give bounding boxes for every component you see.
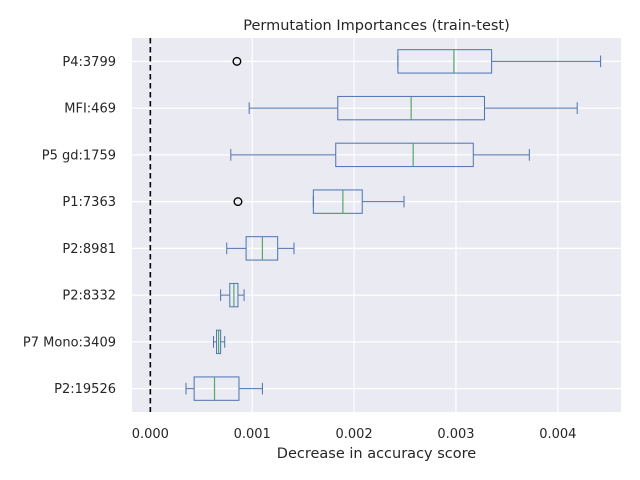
y-tick-label-0: P4:3799 [62, 55, 116, 70]
box [335, 142, 474, 168]
boxplots [185, 49, 602, 401]
x-tick-label-3: 0.003 [437, 427, 474, 442]
boxplot-2 [230, 142, 530, 168]
outlier-point-0 [232, 56, 242, 66]
y-tick-label-2: P5 gd:1759 [42, 148, 116, 163]
y-tick-label-1: MFI:469 [64, 102, 116, 117]
x-tick-label-0: 0.000 [132, 427, 169, 442]
plot-area [132, 38, 621, 412]
x-tick-label-1: 0.001 [234, 427, 271, 442]
x-tick-label-2: 0.002 [335, 427, 372, 442]
y-tick-label-5: P2:8332 [62, 289, 116, 304]
boxplot-3 [233, 189, 405, 214]
y-tick-label-7: P2:19526 [54, 382, 116, 397]
box [193, 376, 240, 401]
boxplot-6 [213, 329, 226, 355]
y-tick-label-4: P2:8981 [62, 242, 116, 257]
x-tick-labels: 0.000 0.001 0.002 0.003 0.004 [132, 427, 577, 442]
boxplot-1 [248, 95, 578, 121]
box [312, 189, 363, 214]
boxplot-0 [232, 49, 602, 74]
chart-title: Permutation Importances (train-test) [243, 18, 510, 34]
y-tick-label-6: P7 Mono:3409 [23, 335, 116, 350]
boxplot-4 [226, 236, 295, 261]
y-tick-label-3: P1:7363 [62, 195, 116, 210]
box [397, 49, 493, 74]
x-tick-label-4: 0.004 [539, 427, 576, 442]
y-tick-labels: P4:3799 MFI:469 P5 gd:1759 P1:7363 P2:8981 P2… [23, 55, 116, 397]
boxplot-7 [185, 376, 263, 401]
x-axis-label: Decrease in accuracy score [277, 446, 476, 462]
outlier-point-0 [233, 197, 243, 207]
boxplot-5 [220, 282, 245, 308]
